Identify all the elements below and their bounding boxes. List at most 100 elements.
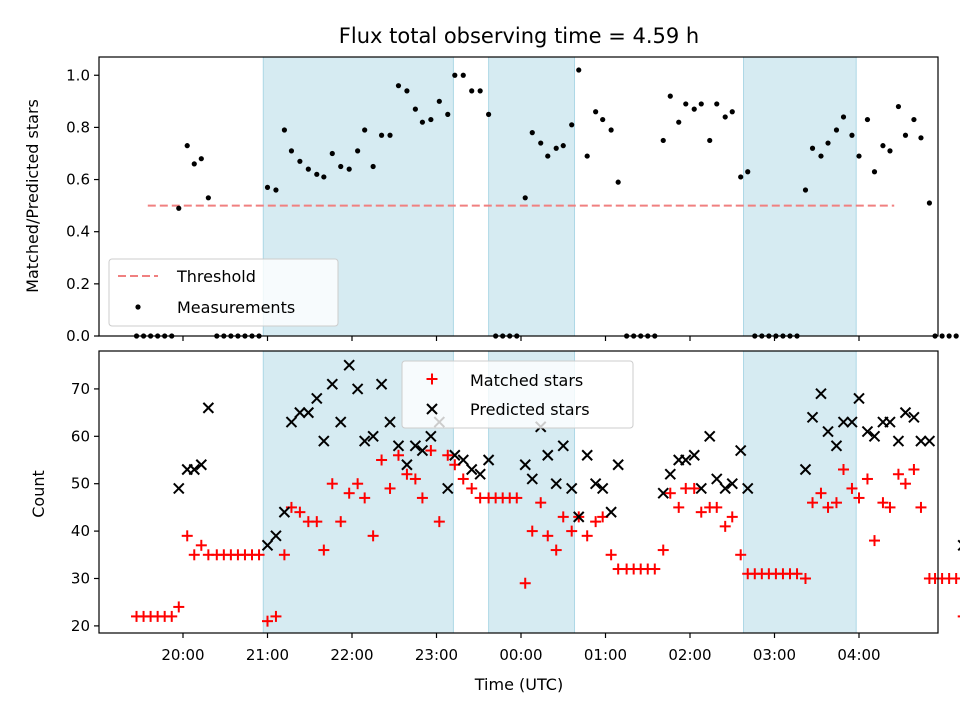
predicted-star-point: [294, 406, 306, 419]
predicted-star-point: [565, 482, 578, 495]
predicted-star-point: [375, 378, 388, 390]
matched-star-point: [326, 478, 338, 490]
predicted-star-point: [542, 449, 554, 461]
x-tick-label: 02:00: [668, 646, 711, 664]
predicted-star-point: [270, 530, 282, 542]
matched-star-point: [311, 516, 323, 528]
measurement-point: [378, 132, 385, 138]
matched-star-point: [807, 497, 819, 509]
predicted-star-point: [846, 416, 858, 428]
measurement-point: [362, 127, 368, 133]
measurement-point: [184, 143, 190, 149]
predicted-star-point: [711, 473, 723, 485]
predicted-star-point: [358, 435, 371, 447]
measurement-point: [902, 132, 909, 138]
predicted-star-point: [726, 477, 738, 490]
measurement-point: [412, 106, 418, 112]
predicted-star-point: [892, 435, 905, 447]
x-tick-label: 22:00: [330, 646, 373, 664]
measurement-point: [486, 111, 492, 117]
legend-matched-swatch: [426, 373, 438, 385]
predicted-star-point: [466, 463, 478, 476]
matched-star-point: [605, 549, 617, 561]
measurement-point: [833, 127, 840, 133]
measurement-point: [176, 205, 182, 211]
measurement-point: [871, 169, 878, 175]
measurement-point: [953, 333, 959, 339]
predicted-star-point: [519, 459, 531, 471]
measurement-point: [395, 83, 402, 89]
measurement-point: [355, 148, 361, 154]
measurement-point: [809, 145, 816, 151]
predicted-star-point: [853, 392, 865, 405]
measurement-point: [911, 116, 917, 123]
predicted-star-point: [612, 459, 624, 471]
top-y-axis-label: Matched/Predicted stars: [23, 99, 42, 293]
matched-star-point: [735, 549, 747, 561]
measurement-point: [545, 153, 551, 159]
bottom-x-ticks: 20:00 21:00 22:00 23:00 00:00 01:00 02:00 03:00…: [161, 633, 881, 664]
legend-matched-label: Matched stars: [470, 371, 583, 390]
x-tick-label: 00:00: [499, 646, 542, 664]
matched-star-point: [846, 482, 858, 494]
matched-star-point: [526, 525, 538, 537]
predicted-star-point: [815, 387, 827, 400]
matched-star-point: [409, 473, 421, 485]
observing-window: [743, 350, 857, 634]
matched-star-point: [908, 463, 920, 475]
measurement-point: [918, 135, 924, 141]
matched-star-point: [352, 478, 364, 490]
measurement-point: [745, 169, 751, 175]
measurement-point: [419, 119, 426, 125]
measurement-point: [600, 116, 606, 123]
matched-star-point: [664, 487, 676, 499]
measurement-point: [445, 111, 451, 117]
predicted-star-point: [596, 482, 609, 495]
bottom-shaded-regions: [262, 350, 857, 634]
predicted-star-point: [742, 482, 754, 495]
y-tick-label: 0.4: [66, 223, 90, 241]
predicted-star-point: [343, 359, 355, 371]
top-shaded-regions: [262, 56, 857, 337]
measurement-point: [370, 163, 376, 170]
measurement-point: [683, 101, 689, 107]
matched-star-point: [278, 549, 290, 561]
matched-star-point: [799, 572, 811, 584]
matched-star-point: [861, 473, 873, 485]
x-tick-label: 04:00: [837, 646, 880, 664]
predicted-star-point: [392, 440, 405, 452]
measurement-point: [802, 187, 809, 193]
measurement-point: [729, 109, 735, 115]
predicted-star-point: [822, 425, 834, 438]
predicted-star-point: [557, 440, 569, 452]
measurement-point: [840, 114, 847, 120]
measurement-point: [608, 127, 614, 133]
observing-window: [743, 56, 857, 337]
matched-star-point: [376, 454, 388, 466]
y-tick-label: 0.6: [66, 171, 90, 189]
predicted-star-point: [799, 463, 812, 476]
matched-star-point: [550, 544, 562, 556]
matched-star-point: [791, 568, 803, 580]
predicted-star-point: [335, 416, 347, 428]
measurement-point: [864, 116, 871, 123]
measurement-point: [553, 145, 559, 151]
matched-star-point: [166, 610, 178, 622]
x-tick-label: 23:00: [415, 646, 458, 664]
matched-star-point: [884, 501, 896, 513]
matched-star-point: [557, 511, 569, 523]
predicted-star-point: [899, 406, 912, 419]
measurement-point: [560, 143, 566, 149]
predicted-star-point: [318, 435, 330, 447]
predicted-star-point: [401, 459, 413, 471]
matched-star-point: [868, 535, 880, 547]
y-tick-label: 1.0: [66, 66, 90, 84]
matched-star-point: [270, 610, 282, 622]
legend-measurement-swatch: [135, 304, 141, 310]
predicted-star-point: [285, 416, 298, 428]
predicted-star-point: [695, 482, 707, 495]
matched-star-point: [915, 501, 927, 513]
measurement-point: [926, 200, 933, 206]
matched-star-point: [535, 497, 547, 509]
y-tick-label: 40: [71, 522, 90, 540]
